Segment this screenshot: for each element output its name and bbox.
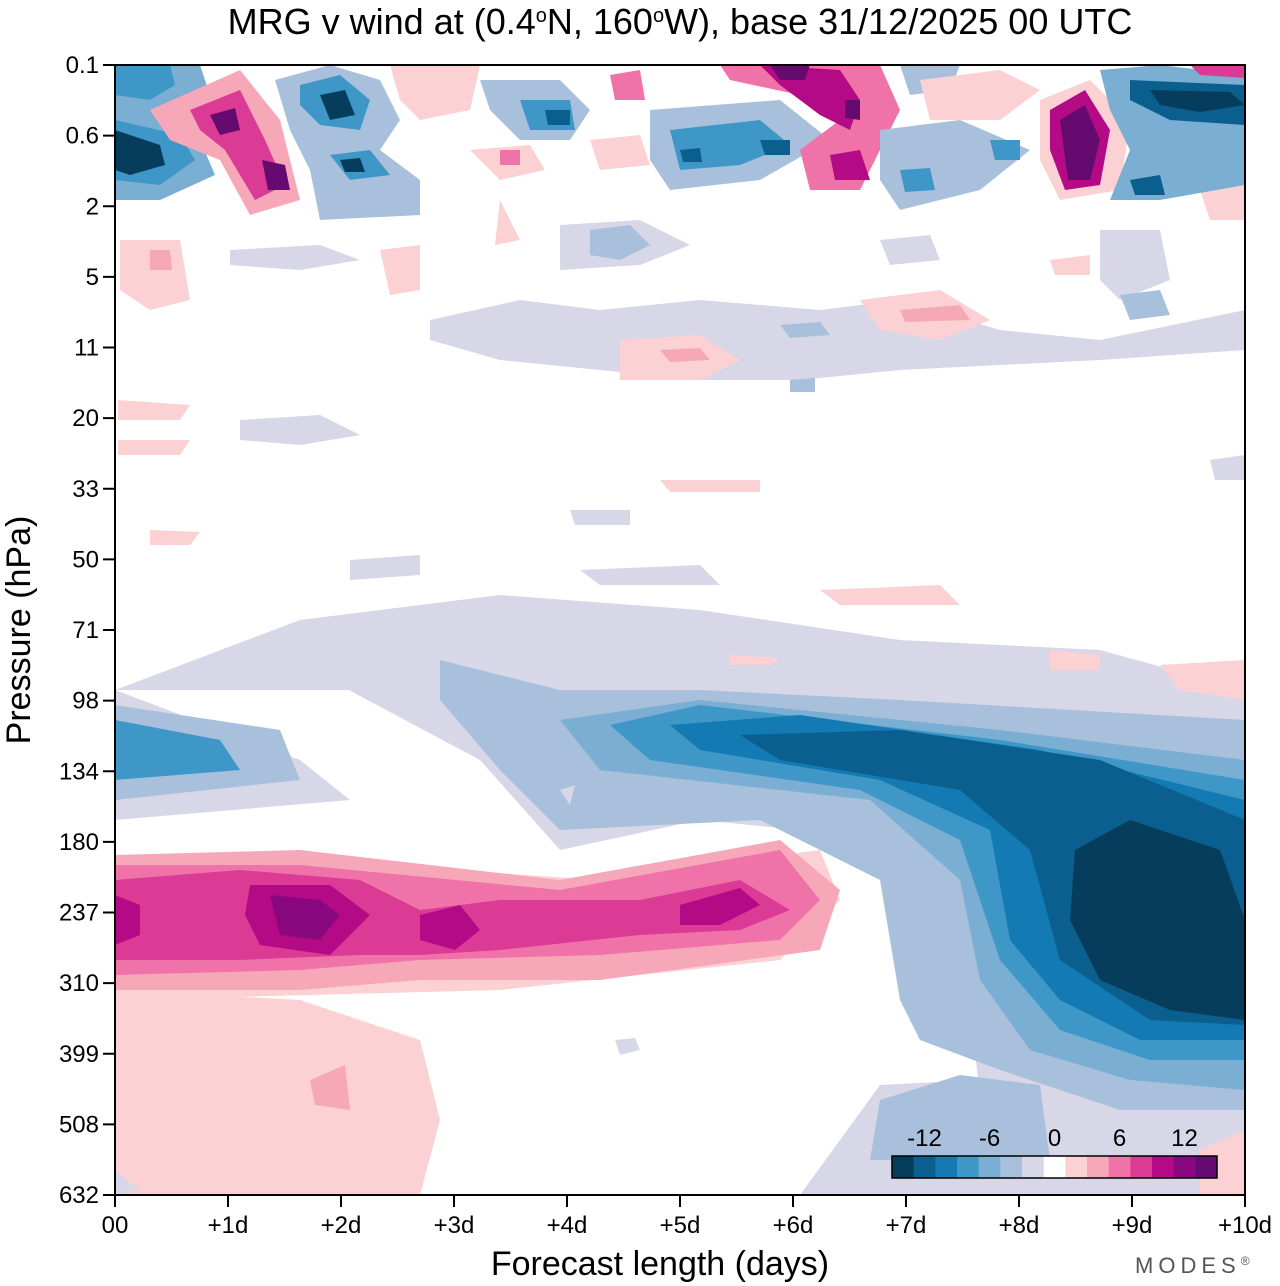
- contour-bottom-lav: [115, 1170, 140, 1195]
- contour-top-blue-4: [115, 65, 175, 100]
- contour-top-blue-10: [545, 110, 790, 162]
- x-tick-label: +4d: [547, 1212, 588, 1239]
- colorbar-tick-label: 12: [1171, 1125, 1198, 1152]
- colorbar-tick-label: -6: [979, 1125, 1000, 1152]
- colorbar-swatch: [1108, 1156, 1131, 1178]
- contour-top-blue-3: [115, 130, 165, 175]
- y-tick-label: 5: [86, 264, 99, 291]
- contour-blue-left: [115, 720, 240, 780]
- y-tick-label: 237: [59, 900, 99, 927]
- colorbar-swatch: [978, 1156, 1001, 1178]
- colorbar-swatch: [1130, 1156, 1153, 1178]
- colorbar-tick-label: 0: [1048, 1125, 1061, 1152]
- y-axis-label: Pressure (hPa): [0, 516, 38, 745]
- contour-field: [115, 65, 1245, 1195]
- y-tick-label: 399: [59, 1041, 99, 1068]
- x-tick-label: +10d: [1218, 1212, 1272, 1239]
- colorbar-swatch: [892, 1156, 915, 1178]
- colorbar-tick-labels: -12 -6 0 6 12: [907, 1125, 1198, 1152]
- y-tick-label: 310: [59, 970, 99, 997]
- x-tick-label: +1d: [208, 1212, 249, 1239]
- x-axis-label: Forecast length (days): [491, 1245, 829, 1283]
- logo-text: MODES: [1135, 1253, 1241, 1278]
- x-axis: 00 +1d +2d +3d +4d +5d +6d +7d +8d +9d +10d: [102, 1195, 1272, 1239]
- contour-top-pink-11: [1060, 105, 1100, 180]
- y-tick-label: 71: [72, 617, 99, 644]
- colorbar-swatch: [1000, 1156, 1023, 1178]
- x-tick-label: +6d: [773, 1212, 814, 1239]
- y-tick-label: 50: [72, 546, 99, 573]
- contour-top-blue-7: [320, 90, 365, 172]
- x-tick-label: +2d: [321, 1212, 362, 1239]
- colorbar-swatch: [957, 1156, 980, 1178]
- y-tick-label: 0.1: [66, 52, 99, 79]
- y-axis: 0.1 0.6 2 5 11 20 33 50 71 98 134 180 237 310 399 508 63…: [59, 52, 115, 1209]
- contour-top-pink-7: [760, 65, 870, 180]
- contour-strat-lav-2: [240, 415, 1245, 585]
- colorbar-swatch: [1043, 1156, 1066, 1178]
- colorbar-tick-label: -12: [907, 1125, 942, 1152]
- colorbar-swatch: [1173, 1156, 1196, 1178]
- contour-top-pink-12: [1190, 65, 1245, 78]
- colorbar-swatch: [913, 1156, 936, 1178]
- x-tick-label: +5d: [660, 1212, 701, 1239]
- colorbar-swatch: [1195, 1156, 1218, 1178]
- x-tick-label: +7d: [886, 1212, 927, 1239]
- y-tick-label: 33: [72, 476, 99, 503]
- contour-pink-band-5: [270, 895, 340, 940]
- modes-logo: MODES®: [1135, 1253, 1250, 1278]
- y-tick-label: 2: [86, 193, 99, 220]
- y-tick-label: 508: [59, 1111, 99, 1138]
- x-tick-label: +3d: [434, 1212, 475, 1239]
- contour-blue-core: [1070, 820, 1245, 1020]
- colorbar-swatch: [1087, 1156, 1110, 1178]
- y-tick-label: 134: [59, 758, 99, 785]
- y-tick-label: 11: [74, 335, 99, 362]
- colorbar: [891, 1155, 1218, 1179]
- colorbar-swatch: [1152, 1156, 1175, 1178]
- contour-lavender-upper: [115, 595, 1245, 1195]
- colorbar-swatch: [935, 1156, 958, 1178]
- contour-top-blue-9: [520, 100, 790, 170]
- colorbar-frame: [891, 1155, 1218, 1179]
- contour-top-blue-15: [1150, 90, 1245, 112]
- colorbar-swatch: [1022, 1156, 1045, 1178]
- y-tick-label: 632: [59, 1182, 99, 1209]
- logo-mark: ®: [1241, 1254, 1250, 1268]
- x-tick-label: +9d: [1112, 1212, 1153, 1239]
- contour-top-pink-8: [770, 65, 860, 120]
- contour-pink-patch: [310, 1065, 350, 1110]
- contour-lightblue-bottom: [870, 1075, 1050, 1160]
- contour-top-blue-12: [900, 140, 1020, 192]
- contour-top-pink-3: [210, 108, 290, 190]
- chart-title: MRG v wind at (0.4oN, 160oW), base 31/12…: [228, 1, 1133, 42]
- colorbar-tick-label: 6: [1113, 1125, 1126, 1152]
- contour-pink-low: [115, 990, 440, 1195]
- y-tick-label: 20: [72, 405, 99, 432]
- y-tick-label: 98: [72, 688, 99, 715]
- y-tick-label: 0.6: [66, 123, 99, 150]
- colorbar-swatch: [1065, 1156, 1088, 1178]
- x-tick-label: +8d: [999, 1212, 1040, 1239]
- y-tick-label: 180: [59, 829, 99, 856]
- x-tick-label: 00: [102, 1212, 129, 1239]
- contour-top-pink-5: [500, 70, 645, 165]
